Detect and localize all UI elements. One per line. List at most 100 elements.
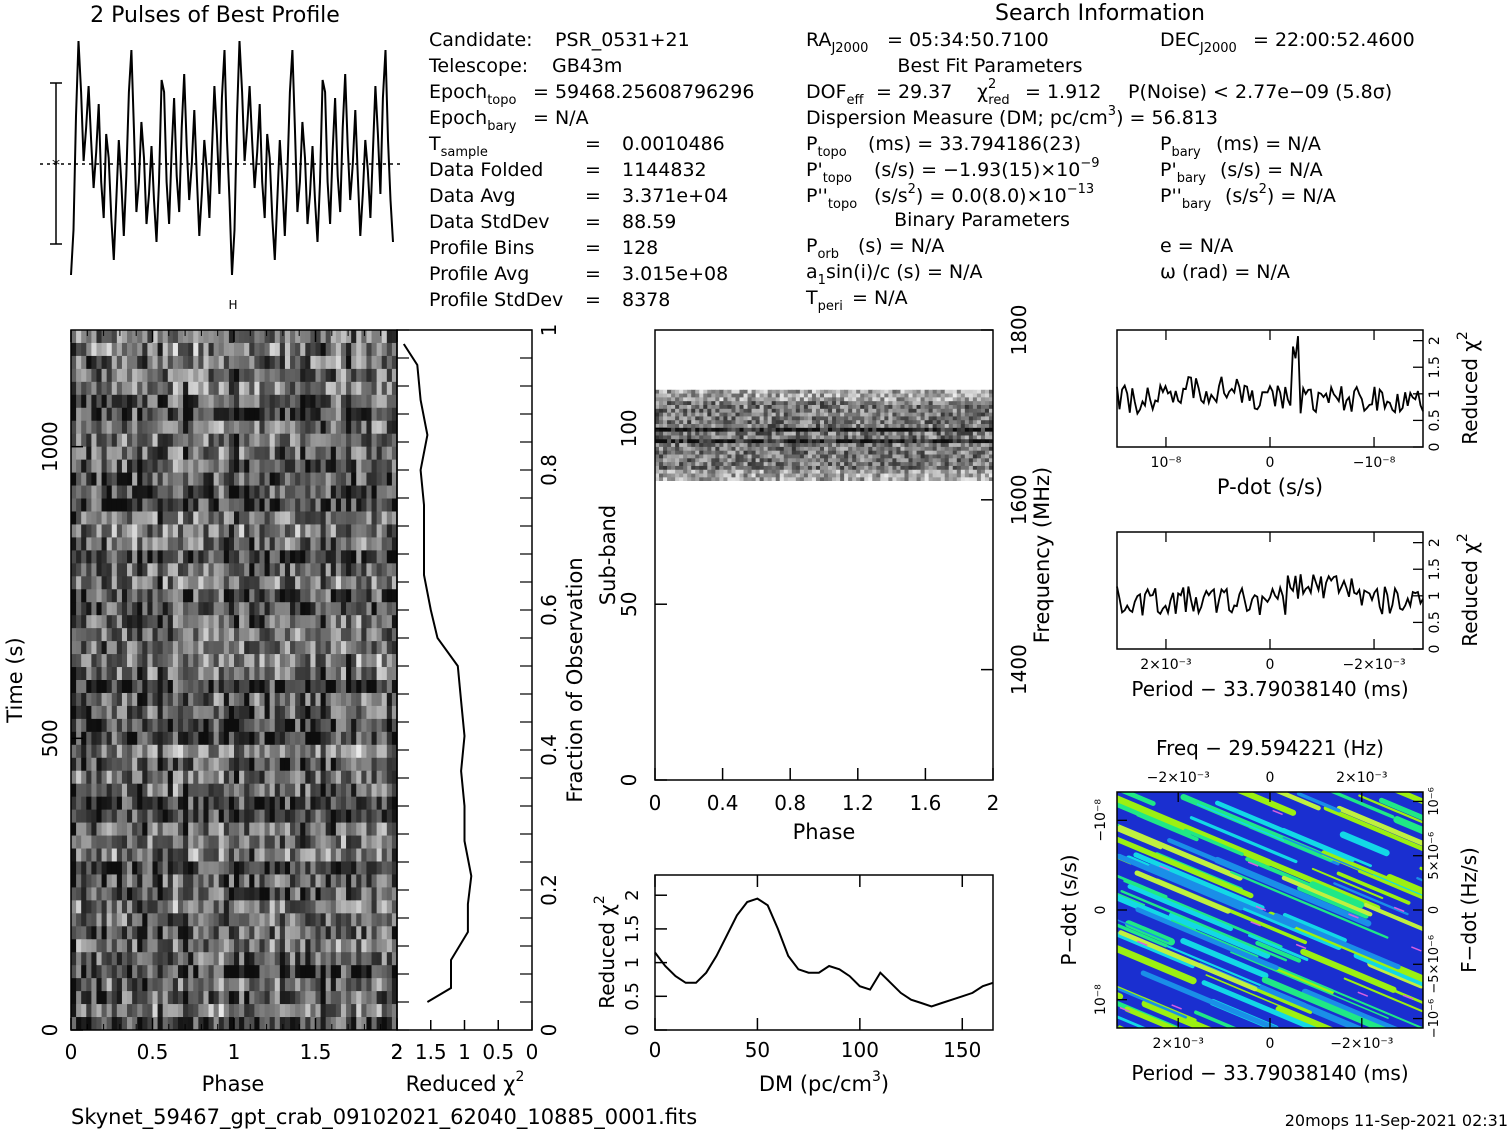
subband-cell: [771, 431, 777, 436]
subband-cell: [731, 420, 736, 425]
subband-cell: [683, 393, 688, 398]
time-phase-cell: [193, 628, 199, 642]
subband-cell: [856, 401, 861, 406]
time-phase-cell: [101, 809, 108, 823]
time-phase-cell: [76, 770, 82, 785]
subband-cell: [687, 389, 692, 394]
time-phase-cell: [121, 796, 128, 811]
time-phase-cell: [137, 472, 143, 486]
time-phase-cell: [86, 446, 92, 461]
time-phase-cell: [142, 718, 148, 733]
time-phase-cell: [127, 602, 133, 616]
time-phase-cell: [300, 874, 306, 888]
time-phase-cell: [320, 407, 327, 422]
time-phase-cell: [198, 887, 204, 901]
subband-cell: [936, 408, 942, 414]
time-phase-cell: [300, 485, 306, 499]
time-phase-cell: [381, 654, 388, 668]
subband-cell: [819, 412, 825, 417]
subband-cell: [659, 412, 664, 417]
subband-cell: [844, 416, 849, 421]
subband-cell: [711, 420, 716, 425]
time-phase-cell: [239, 848, 245, 862]
subband-cell: [984, 401, 990, 406]
time-phase-cell: [137, 783, 143, 798]
subband-cell: [799, 443, 805, 448]
time-phase-cell: [274, 667, 281, 681]
time-phase-cell: [76, 355, 82, 370]
time-phase-cell: [71, 355, 77, 370]
time-phase-cell: [340, 654, 347, 668]
time-phase-cell: [111, 913, 118, 927]
time-phase-cell: [193, 511, 199, 525]
time-phase-cell: [101, 330, 108, 344]
time-phase-cell: [198, 433, 204, 448]
time-phase-cell: [274, 783, 281, 798]
time-phase-cell: [91, 887, 97, 901]
subband-cell: [803, 412, 809, 417]
time-phase-cell: [244, 330, 250, 344]
time-phase-cell: [366, 330, 372, 344]
time-phase-cell: [223, 757, 230, 772]
time-phase-cell: [167, 355, 174, 370]
subband-cell: [824, 393, 829, 398]
time-phase-cell: [172, 537, 179, 551]
time-phase-cell: [193, 939, 199, 953]
time-phase-cell: [356, 615, 362, 629]
time-phase-cell: [162, 355, 169, 370]
subband-cell: [856, 393, 861, 398]
time-phase-cell: [132, 472, 138, 486]
time-phase-cell: [76, 511, 82, 525]
time-phase-cell: [71, 926, 77, 940]
time-phase-cell: [127, 680, 133, 694]
time-phase-cell: [116, 835, 123, 849]
time-phase-cell: [71, 563, 77, 577]
time-phase-cell: [183, 602, 189, 616]
time-phase-cell: [356, 1004, 362, 1018]
time-phase-cell: [172, 407, 179, 422]
time-phase-cell: [254, 718, 260, 733]
time-phase-cell: [249, 718, 255, 733]
time-phase-cell: [198, 913, 204, 927]
time-phase-cell: [335, 459, 342, 473]
time-phase-cell: [366, 511, 372, 525]
time-phase-cell: [269, 978, 276, 992]
time-phase-cell: [386, 433, 393, 448]
time-phase-cell: [391, 563, 397, 577]
subband-cell: [775, 405, 781, 410]
subband-cell: [715, 401, 720, 406]
subband-cell: [751, 389, 756, 394]
time-phase-cell: [290, 498, 296, 512]
time-phase-cell: [274, 615, 281, 629]
time-phase-cell: [264, 796, 271, 811]
time-phase-cell: [127, 757, 133, 772]
time-phase-cell: [147, 809, 153, 823]
time-phase-cell: [188, 576, 194, 590]
time-phase-cell: [91, 835, 97, 849]
time-phase-cell: [121, 744, 128, 759]
subband-cell: [828, 435, 833, 440]
time-phase-cell: [391, 407, 397, 422]
subband-cell: [888, 446, 893, 452]
time-phase-cell: [300, 446, 306, 461]
time-phase-cell: [330, 576, 337, 590]
time-phase-cell: [96, 718, 102, 733]
subband-cell: [848, 408, 853, 414]
time-phase-cell: [315, 342, 321, 357]
time-phase-cell: [386, 965, 393, 979]
time-phase-cell: [376, 394, 383, 409]
subband-cell: [691, 435, 696, 440]
subband-cell: [715, 431, 720, 436]
time-phase-cell: [198, 511, 204, 525]
subband-cell: [936, 412, 942, 417]
subband-cell: [783, 443, 789, 448]
time-phase-cell: [183, 537, 189, 551]
time-phase-cell: [91, 667, 97, 681]
subband-cell: [739, 408, 744, 414]
time-phase-cell: [162, 589, 169, 603]
time-phase-cell: [234, 537, 240, 551]
time-phase-cell: [249, 835, 255, 849]
time-phase-cell: [198, 537, 204, 551]
subband-cell: [960, 439, 966, 444]
time-phase-cell: [274, 809, 281, 823]
